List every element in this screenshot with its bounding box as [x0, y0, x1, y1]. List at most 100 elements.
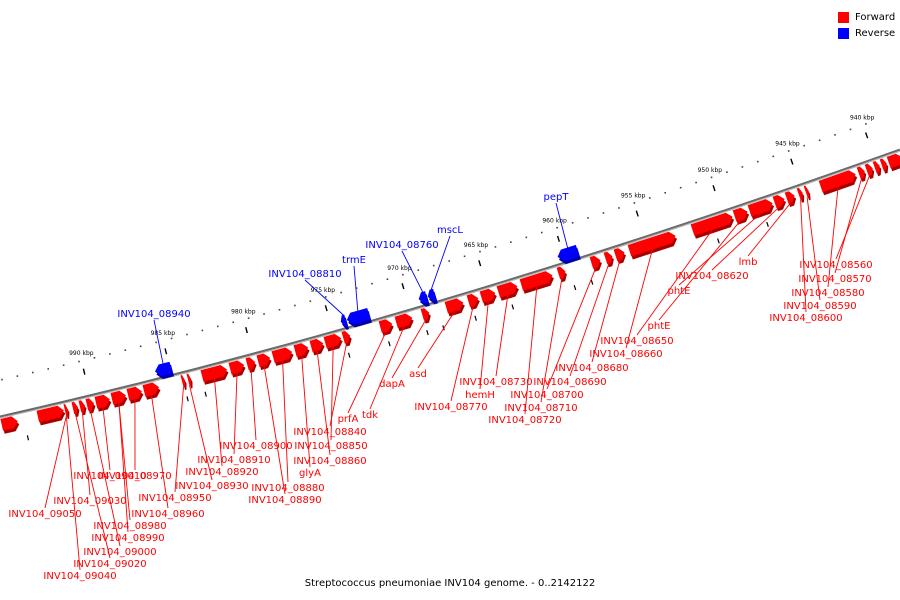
scale-dot — [510, 241, 512, 243]
forward-gene[interactable] — [142, 382, 160, 397]
reverse-gene[interactable] — [427, 288, 437, 302]
scale-dot — [757, 160, 759, 163]
scale-dot — [571, 222, 574, 224]
forward-gene[interactable] — [256, 353, 271, 368]
gene-label: INV104_08920 — [185, 467, 258, 478]
scale-dot — [309, 300, 312, 303]
reverse-gene[interactable] — [155, 361, 173, 377]
forward-gene[interactable] — [803, 185, 810, 198]
scale-tick — [401, 283, 405, 290]
scale-tick-label: 950 kbp — [698, 167, 723, 174]
forward-gene[interactable] — [63, 404, 68, 416]
forward-gene[interactable] — [747, 199, 773, 217]
gene-labels: INV104_09050INV104_09040INV104_09020INV1… — [8, 192, 872, 582]
scale-tick-label: 940 kbp — [850, 114, 875, 121]
label-leader — [81, 411, 91, 496]
gene-label: pepT — [544, 192, 570, 203]
legend-reverse: Reverse — [838, 25, 895, 41]
forward-gene[interactable] — [228, 360, 245, 375]
forward-gene[interactable] — [341, 330, 351, 344]
forward-gene[interactable] — [394, 313, 413, 329]
label-leader — [391, 319, 427, 379]
scale-dot — [726, 171, 728, 173]
scale-tick-label: 955 kbp — [621, 192, 646, 199]
label-leader — [233, 372, 238, 455]
reverse-gene[interactable] — [346, 308, 371, 325]
forward-gene[interactable] — [627, 231, 676, 257]
scale-dot — [849, 128, 852, 131]
scale-tick — [478, 260, 482, 267]
label-leader — [800, 199, 807, 313]
forward-gene[interactable] — [886, 153, 900, 169]
scale-dot — [633, 202, 636, 204]
forward-gene[interactable] — [94, 394, 110, 409]
forward-gene[interactable] — [772, 195, 785, 209]
gene-label: INV104_09000 — [83, 547, 156, 558]
forward-gene[interactable] — [732, 207, 748, 222]
forward-gene[interactable] — [78, 400, 85, 413]
forward-gene[interactable] — [556, 266, 566, 280]
label-leader — [417, 310, 456, 369]
forward-gene[interactable] — [589, 255, 601, 269]
backbone-highlight — [0, 150, 900, 419]
forward-gene[interactable] — [0, 416, 18, 431]
gene-label: INV104_08700 — [510, 390, 583, 401]
forward-gene[interactable] — [180, 375, 186, 387]
label-leader — [827, 186, 839, 288]
label-leader — [678, 212, 762, 286]
label-leader — [347, 331, 387, 414]
forward-gene[interactable] — [378, 319, 393, 333]
forward-gene[interactable] — [309, 338, 324, 353]
reverse-gene[interactable] — [340, 314, 348, 327]
forward-gene[interactable] — [271, 347, 293, 363]
forward-gene[interactable] — [519, 271, 553, 291]
forward-gene[interactable] — [879, 158, 887, 171]
forward-gene[interactable] — [784, 191, 795, 204]
forward-gene[interactable] — [818, 170, 856, 193]
forward-gene[interactable] — [126, 386, 142, 401]
forward-gene[interactable] — [245, 357, 256, 370]
forward-gene[interactable] — [856, 166, 865, 179]
scale-tick-label: 990 kbp — [69, 350, 94, 357]
scale-dot — [62, 364, 65, 367]
forward-gene[interactable] — [420, 308, 430, 321]
forward-gene[interactable] — [444, 298, 464, 314]
reverse-gene[interactable] — [418, 291, 429, 304]
forward-gene[interactable] — [293, 343, 309, 357]
forward-gene[interactable] — [796, 187, 803, 200]
reverse-gene[interactable] — [557, 244, 580, 262]
forward-gene[interactable] — [613, 248, 625, 261]
forward-gene[interactable] — [36, 405, 64, 423]
scale-dot — [834, 134, 836, 136]
gene-label: tdk — [362, 410, 378, 421]
scale-tick — [712, 185, 716, 192]
forward-gene[interactable] — [71, 401, 78, 415]
label-leaders — [44, 175, 871, 571]
scale-dot — [32, 371, 34, 374]
scale-dot — [340, 291, 342, 294]
label-leader — [189, 385, 213, 481]
gene-label: INV104_08840 — [293, 427, 366, 438]
forward-gene[interactable] — [200, 365, 228, 382]
scale-tick — [82, 368, 86, 375]
forward-gene[interactable] — [690, 212, 733, 236]
forward-gene[interactable] — [864, 163, 873, 176]
forward-gene[interactable] — [85, 398, 94, 411]
gene-label: INV104_09010 — [73, 471, 146, 482]
forward-gene[interactable] — [466, 293, 479, 307]
forward-gene[interactable] — [186, 373, 192, 386]
gene-label: INV104_08650 — [600, 336, 673, 347]
scale-dot — [294, 304, 296, 307]
forward-gene[interactable] — [479, 288, 496, 303]
forward-gene[interactable] — [496, 282, 518, 298]
minor-tick — [590, 279, 594, 285]
label-leader — [747, 202, 791, 257]
forward-gene[interactable] — [323, 333, 342, 349]
scale-dot — [247, 317, 250, 319]
gene-features[interactable] — [0, 153, 900, 434]
forward-gene[interactable] — [603, 251, 613, 265]
gene-label: INV104_09050 — [8, 509, 81, 520]
forward-gene[interactable] — [110, 390, 126, 405]
forward-gene[interactable] — [872, 161, 880, 174]
scale-dot — [525, 236, 528, 239]
